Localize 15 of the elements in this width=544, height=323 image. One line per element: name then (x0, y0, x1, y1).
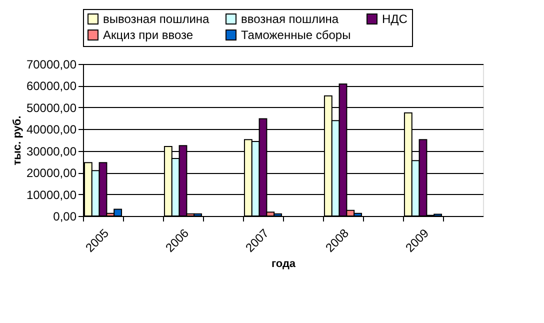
y-tick-label: 70000,00 (26, 58, 77, 72)
x-axis-title: года (271, 258, 296, 270)
y-tick-label: 30000,00 (26, 144, 77, 158)
y-tick-label: 50000,00 (26, 100, 77, 115)
legend-label: Таможенные сборы (241, 28, 351, 42)
y-tick-label: 10000,00 (26, 188, 77, 202)
legend-label: вывозная пошлина (103, 12, 210, 26)
y-tick-label: 60000,00 (26, 79, 77, 94)
y-tick-label: 20000,00 (26, 166, 77, 180)
legend-label: Акциз при ввозе (103, 28, 194, 42)
legend-label: ввозная пошлина (241, 12, 339, 26)
y-tick-label: 0,00 (53, 210, 77, 224)
legend-label: НДС (382, 12, 408, 26)
y-tick-label: 40000,00 (26, 122, 77, 137)
y-axis-title: тыс. руб. (11, 116, 24, 166)
